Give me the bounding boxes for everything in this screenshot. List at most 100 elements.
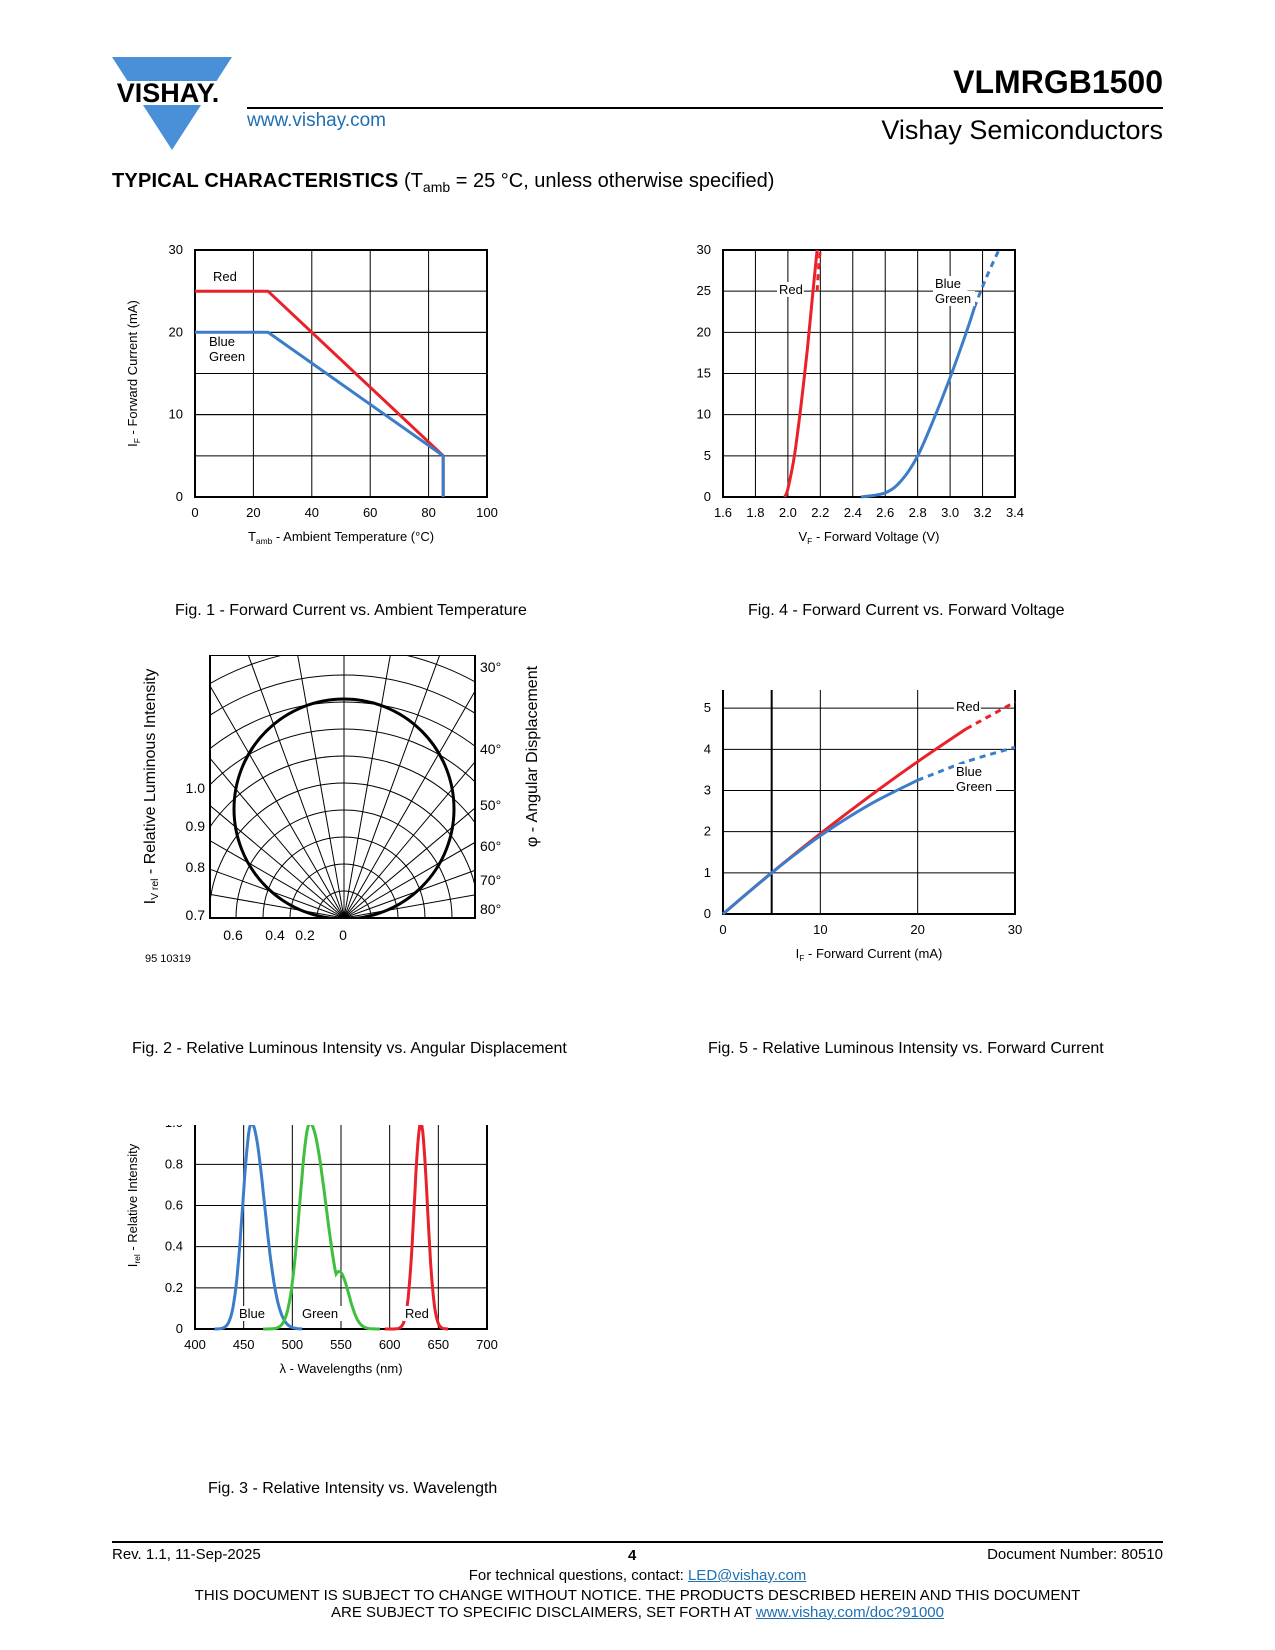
document-number: Document Number: 80510 — [987, 1546, 1163, 1563]
intensity-label-bottom-1: 0.4 — [265, 927, 285, 943]
fig3-caption: Fig. 3 - Relative Intensity vs. Waveleng… — [208, 1480, 498, 1497]
angle-label-right-3: 60° — [480, 838, 501, 854]
label-blue-bg — [237, 1306, 272, 1321]
label-green: Green — [209, 349, 245, 364]
series-dashed-blue-green — [973, 249, 1001, 309]
company-name: Vishay Semiconductors — [881, 115, 1163, 145]
series-dashed-red — [965, 700, 1016, 731]
x-tick-label-4: 600 — [379, 1337, 401, 1352]
chart-fig5: 01020300123456IF - Forward Current (mA)I… — [704, 690, 1022, 963]
contact-email-link[interactable]: LED@vishay.com — [687, 1567, 807, 1584]
series-line-blue — [214, 1125, 303, 1331]
label-blue: Blue — [935, 276, 961, 291]
y-tick-label-1: 10 — [169, 407, 183, 422]
x-tick-label-7: 3.0 — [941, 505, 959, 520]
plot-frame — [209, 655, 476, 919]
y-tick-label-5: 25 — [697, 283, 711, 298]
page-number: 4 — [628, 1547, 637, 1564]
label-green-bg — [933, 291, 975, 306]
label-red-bg — [777, 282, 804, 297]
x-axis-label: IF - Forward Current (mA) — [796, 946, 943, 963]
y-tick-label-0: 0 — [704, 489, 711, 504]
fig5-caption: Fig. 5 - Relative Luminous Intensity vs.… — [708, 1040, 1104, 1057]
y-tick-label-0: 0 — [176, 1321, 183, 1336]
y-tick-label-2: 10 — [697, 407, 711, 422]
x-axis-label: VF - Forward Voltage (V) — [799, 529, 940, 546]
label-blue-bg — [954, 764, 989, 779]
chart-fig3: 40045050055060065070000.20.40.60.81.01.2… — [125, 1125, 498, 1376]
label-red-bg — [403, 1306, 430, 1321]
label-red: Red — [213, 269, 237, 284]
plot-frame — [722, 690, 1016, 915]
x-tick-label-3: 60 — [363, 505, 377, 520]
y-tick-label-3: 15 — [697, 366, 711, 381]
x-tick-label-4: 2.4 — [844, 505, 862, 520]
y-tick-label-4: 20 — [697, 324, 711, 339]
chart-fig4: 1.6 1.8 2.0 2.2 2.4 2.6 2.8 3.0 3.2 3.4 0 5 10 15 20 25… — [697, 242, 1025, 546]
label-blue: Blue — [239, 1306, 265, 1321]
angle-label-right-0: 30° — [480, 659, 501, 675]
x-tick-label-6: 2.8 — [909, 505, 927, 520]
y-axis-label: Irel - Relative Intensity — [125, 1143, 142, 1267]
angle-label-right-1: 40° — [480, 741, 501, 757]
polar-radial — [343, 841, 475, 918]
x-tick-label-2: 20 — [910, 922, 924, 937]
part-number: VLMRGB1500 — [953, 64, 1163, 100]
section-heading: TYPICAL CHARACTERISTICS — [112, 170, 399, 192]
intensity-label-left-2: 0.8 — [186, 859, 206, 875]
series-dashed-red — [815, 249, 822, 292]
x-tick-label-0: 1.6 — [714, 505, 732, 520]
fig2-caption: Fig. 2 - Relative Luminous Intensity vs.… — [132, 1040, 567, 1057]
plot-frame — [194, 1125, 488, 1330]
label-blue: Blue — [209, 334, 235, 349]
polar-radial — [210, 757, 345, 918]
label-red: Red — [956, 699, 980, 714]
x-tick-label-5: 100 — [476, 505, 498, 520]
polar-radial — [343, 761, 475, 918]
y-tick-label-2: 20 — [169, 324, 183, 339]
y-tick-label-2: 2 — [704, 824, 711, 839]
label-red: Red — [779, 282, 803, 297]
intensity-label-left-1: 0.9 — [186, 818, 206, 834]
label-red: Red — [405, 1306, 429, 1321]
label-green-bg — [207, 349, 249, 364]
intensity-label-bottom-0: 0.6 — [223, 927, 243, 943]
x-tick-label-2: 500 — [281, 1337, 303, 1352]
x-tick-label-0: 400 — [184, 1337, 206, 1352]
series-line-green — [263, 1125, 380, 1331]
label-blue-bg — [933, 276, 968, 291]
svg-text:VISHAY.: VISHAY. — [117, 78, 220, 108]
x-tick-label-8: 3.2 — [974, 505, 992, 520]
y-tick-label-3: 3 — [704, 783, 711, 798]
label-green-bg — [954, 779, 996, 794]
intensity-label-bottom-2: 0.2 — [295, 927, 315, 943]
footer-rule — [112, 1541, 1163, 1543]
x-axis-label: Tamb - Ambient Temperature (°C) — [248, 529, 434, 546]
polar-radial — [343, 655, 391, 918]
intensity-pattern — [232, 697, 456, 918]
angle-label-right-4: 70° — [480, 872, 501, 888]
x-tick-label-9: 3.4 — [1006, 505, 1024, 520]
x-tick-label-3: 30 — [1008, 922, 1022, 937]
x-tick-label-2: 2.0 — [779, 505, 797, 520]
right-axis-label: φ - Angular Displacement — [524, 665, 541, 847]
label-green-bg — [300, 1306, 342, 1321]
series-dashed-blue-green — [917, 745, 1016, 782]
label-green: Green — [302, 1306, 338, 1321]
vishay-logo: VISHAY. — [112, 57, 232, 150]
disclaimer: THIS DOCUMENT IS SUBJECT TO CHANGE WITHO… — [194, 1587, 1081, 1621]
y-tick-label-4: 0.8 — [165, 1156, 183, 1171]
intensity-label-bottom-3: 0 — [339, 927, 347, 943]
series-line-red — [384, 1125, 449, 1331]
polar-radial — [343, 655, 441, 918]
series-line-red — [195, 289, 445, 497]
disclaimer-link[interactable]: www.vishay.com/doc?91000 — [755, 1604, 944, 1621]
y-tick-label-3: 30 — [169, 242, 183, 257]
website-link[interactable]: www.vishay.com — [247, 110, 387, 131]
polar-radial — [210, 804, 345, 918]
plot-frame — [194, 249, 488, 498]
label-blue-bg — [207, 334, 242, 349]
x-tick-label-6: 700 — [476, 1337, 498, 1352]
x-tick-label-1: 450 — [233, 1337, 255, 1352]
label-green: Green — [935, 291, 971, 306]
